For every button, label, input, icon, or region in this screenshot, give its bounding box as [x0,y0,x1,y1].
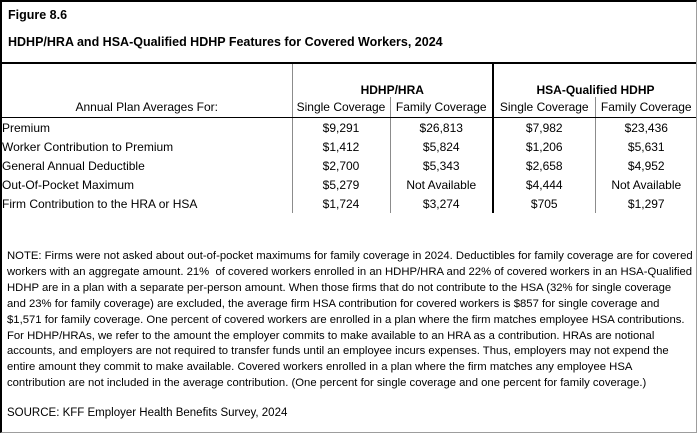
table-cell: $23,436 [594,117,696,137]
table-cell: $26,813 [389,117,493,137]
table-cell: $1,724 [291,194,390,213]
figure-label: Figure 8.6 [8,8,68,22]
table-cell: $1,297 [594,194,696,213]
row-label: Worker Contribution to Premium [2,139,174,154]
table-row-premium: Premium $9,291 $26,813 $7,982 $23,436 [2,117,696,137]
subheader-hsa-hdhp-single-coverage: Single Coverage [492,97,595,118]
header-divider [2,62,696,64]
source-text: SOURCE: KFF Employer Health Benefits Sur… [7,407,288,419]
group-header-row: HDHP/HRA HSA-Qualified HDHP [2,64,696,97]
row-label: General Annual Deductible [2,158,145,173]
figure-title: HDHP/HRA and HSA-Qualified HDHP Features… [8,35,443,49]
table-cell: Not Available [389,175,493,194]
table-cell: $2,658 [492,156,595,175]
row-header-label: Annual Plan Averages For: [2,97,292,118]
table-cell: $5,631 [594,137,696,156]
table-cell: $1,206 [492,137,595,156]
note-text: NOTE: Firms were not asked about out-of-… [7,250,696,390]
group-header-hdhp-hra: HDHP/HRA [291,64,494,97]
row-label: Out-Of-Pocket Maximum [2,177,135,192]
table-cell: $5,343 [389,156,493,175]
table-cell: Not Available [594,175,696,194]
table-cell: $1,412 [291,137,390,156]
table-cell: $5,279 [291,175,390,194]
subheader-hdhp-hra-family-coverage: Family Coverage [389,97,493,118]
group-header-spacer-cell [2,64,292,97]
table-cell: $5,824 [389,137,493,156]
row-label: Premium [2,120,51,135]
table-cell: $9,291 [291,117,390,137]
features-table: HDHP/HRA HSA-Qualified HDHP Annual Plan … [2,64,696,213]
table-cell: $4,952 [594,156,696,175]
table-cell: $4,444 [492,175,595,194]
subheader-hdhp-hra-single-coverage: Single Coverage [291,97,390,118]
table-row-firm-contribution: Firm Contribution to the HRA or HSA $1,7… [2,194,696,213]
table-row-general-annual-deductible: General Annual Deductible $2,700 $5,343 … [2,156,696,175]
table-cell: $705 [492,194,595,213]
subheader-row: Annual Plan Averages For: Single Coverag… [2,97,696,118]
table-cell: $7,982 [492,117,595,137]
table-cell: $3,274 [389,194,493,213]
table-row-out-of-pocket-maximum: Out-Of-Pocket Maximum $5,279 Not Availab… [2,175,696,194]
group-header-hsa-qualified-hdhp: HSA-Qualified HDHP [536,83,655,97]
table-row-worker-contribution: Worker Contribution to Premium $1,412 $5… [2,137,696,156]
row-label: Firm Contribution to the HRA or HSA [2,196,198,211]
table-cell: $2,700 [291,156,390,175]
subheader-hsa-hdhp-family-coverage: Family Coverage [594,97,696,118]
